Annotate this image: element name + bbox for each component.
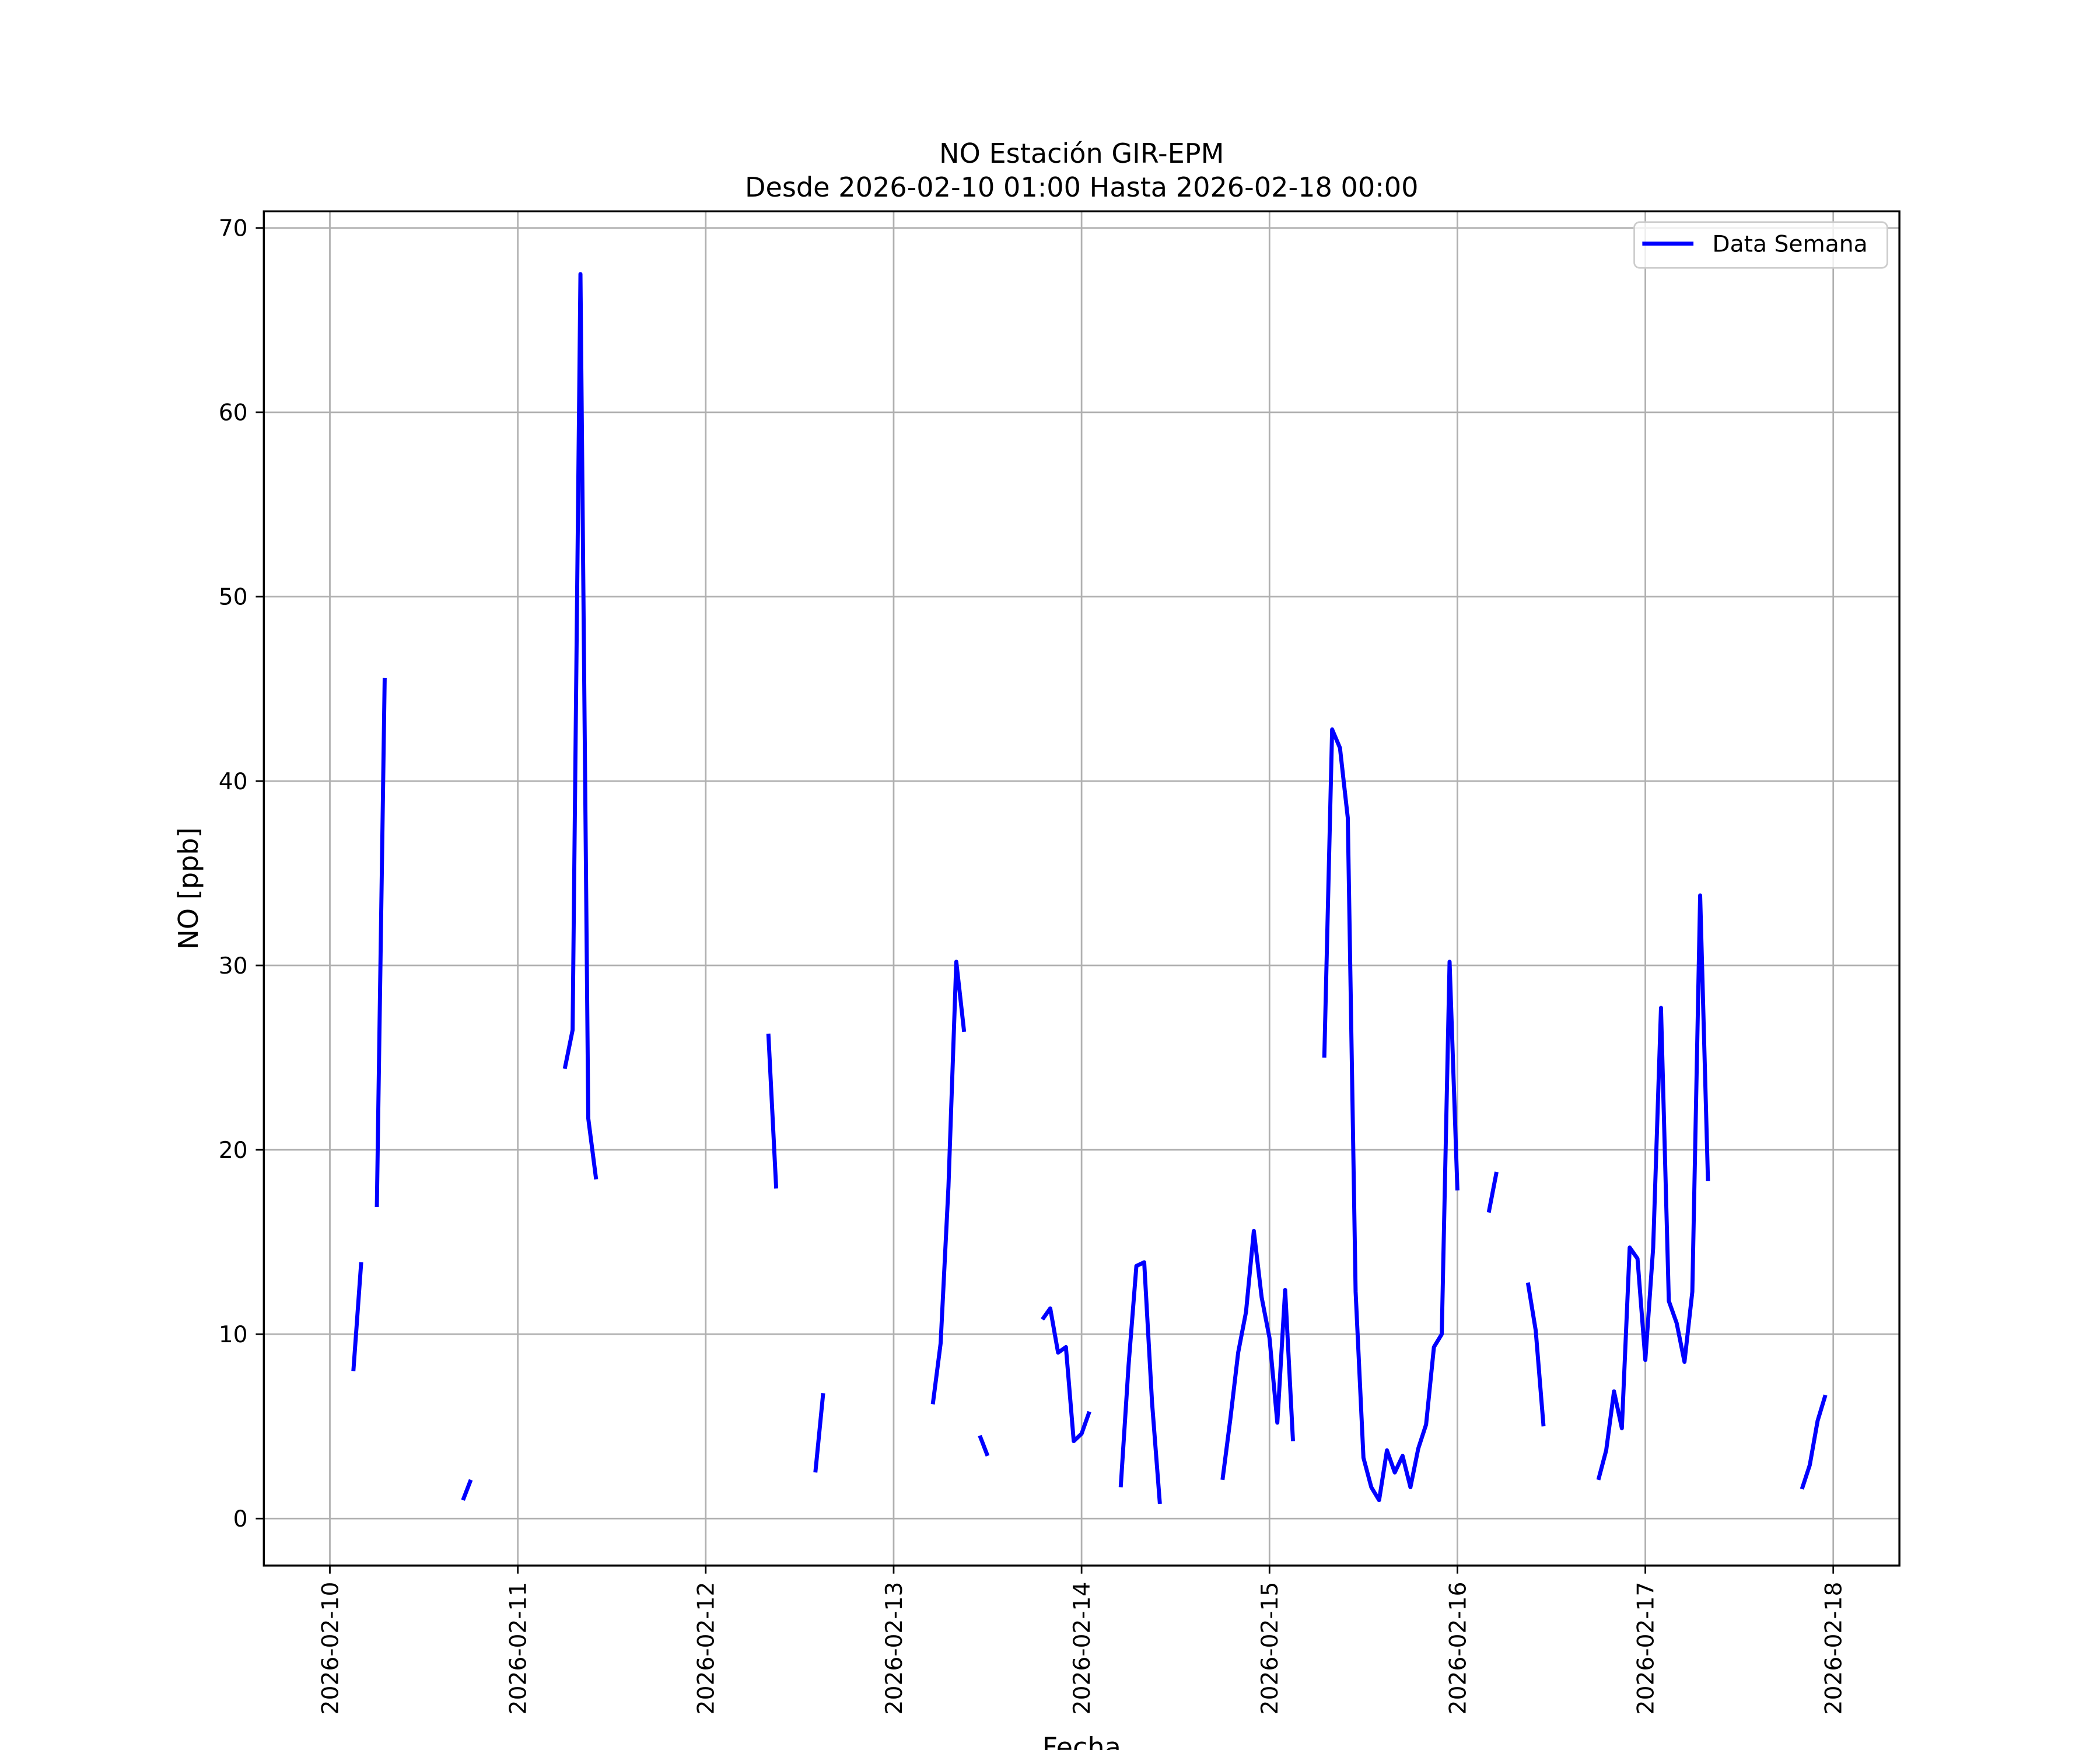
x-tick-label: 2026-02-13 — [881, 1582, 908, 1715]
y-tick-label: 50 — [219, 584, 248, 611]
x-tick-label: 2026-02-18 — [1821, 1582, 1847, 1715]
x-tick-label: 2026-02-14 — [1069, 1582, 1096, 1715]
legend-box — [1633, 221, 1888, 269]
data-line — [351, 272, 1828, 1504]
y-tick-label: 10 — [219, 1322, 248, 1348]
y-tick-label: 0 — [233, 1506, 248, 1532]
y-tick-label: 30 — [219, 953, 248, 979]
legend-label: Data Semana — [1712, 232, 1867, 258]
y-tick-label: 60 — [219, 400, 248, 426]
x-tick-label: 2026-02-11 — [506, 1582, 532, 1715]
x-axis-label: Fecha — [1042, 1732, 1121, 1750]
y-tick-label: 40 — [219, 769, 248, 795]
y-tick-label: 70 — [219, 216, 248, 242]
x-tick-label: 2026-02-12 — [694, 1582, 720, 1715]
legend: Data Semana — [1633, 221, 1888, 269]
x-tick-label: 2026-02-15 — [1257, 1582, 1283, 1715]
chart-subtitle: Desde 2026-02-10 01:00 Hasta 2026-02-18 … — [745, 172, 1419, 203]
x-tick-label: 2026-02-10 — [317, 1582, 344, 1715]
x-tick-label: 2026-02-17 — [1633, 1582, 1659, 1715]
plot-frame — [262, 210, 1901, 1567]
chart-title: NO Estación GIR-EPM — [939, 138, 1224, 169]
x-tick-label: 2026-02-16 — [1445, 1582, 1471, 1715]
y-tick-label: 20 — [219, 1138, 248, 1164]
y-axis-label: NO [ppb] — [173, 827, 204, 949]
